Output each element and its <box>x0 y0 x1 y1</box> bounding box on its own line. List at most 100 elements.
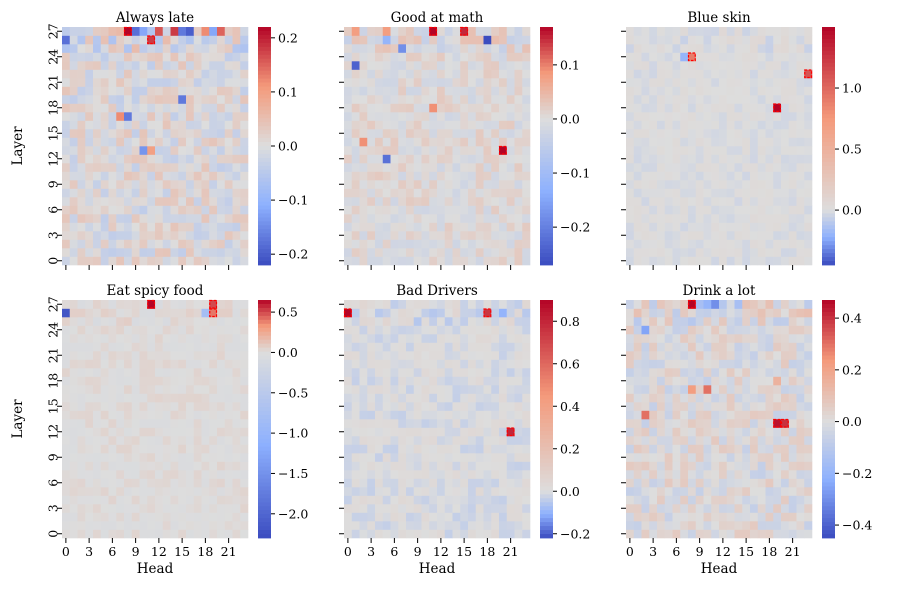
colorbar-segment <box>822 118 835 123</box>
heatmap-cell <box>108 300 117 309</box>
heatmap-cell <box>375 248 384 257</box>
heatmap-cell <box>232 368 241 377</box>
heatmap-cell <box>506 27 515 36</box>
heatmap-cell <box>116 325 125 335</box>
heatmap-cell <box>742 402 751 411</box>
heatmap-cell <box>742 197 751 206</box>
heatmap-cell <box>131 342 140 352</box>
heatmap-cell <box>413 120 422 130</box>
heatmap-cell <box>688 521 697 530</box>
heatmap-cell <box>232 410 241 420</box>
heatmap-cell <box>421 368 430 377</box>
heatmap-cell <box>514 495 523 505</box>
heatmap-cell <box>93 393 102 403</box>
heatmap-cell <box>765 171 774 181</box>
heatmap-cell <box>186 146 195 155</box>
heatmap-cell <box>491 95 500 104</box>
heatmap-cell <box>688 393 697 403</box>
heatmap-cell <box>429 427 438 437</box>
heatmap-cell <box>719 61 728 70</box>
heatmap-cell <box>742 146 751 155</box>
heatmap-cell <box>217 103 226 113</box>
heatmap-cell <box>139 120 148 130</box>
heatmap-cell <box>626 188 635 198</box>
heatmap-cell <box>359 359 368 369</box>
heatmap-cell <box>382 171 391 181</box>
heatmap-cell <box>209 317 218 326</box>
heatmap-cell <box>359 308 368 318</box>
heatmap-cell <box>124 521 133 530</box>
heatmap-cell <box>781 529 790 539</box>
heatmap-cell <box>193 436 202 445</box>
heatmap-cell <box>93 180 102 189</box>
heatmap-cell <box>406 231 415 240</box>
heatmap-cell <box>390 52 399 62</box>
heatmap-cell <box>100 154 109 164</box>
heatmap-cell <box>217 146 226 155</box>
heatmap-cell <box>359 300 368 309</box>
heatmap-cell <box>506 137 515 147</box>
heatmap-cell <box>765 436 774 445</box>
colorbar-segment <box>540 66 553 72</box>
heatmap-cell <box>680 410 689 420</box>
heatmap-cell <box>664 129 673 138</box>
heatmap-cell <box>162 61 171 70</box>
heatmap-cell <box>367 512 376 522</box>
heatmap-cell <box>131 27 140 36</box>
colorbar-segment <box>540 102 553 107</box>
heatmap-cell <box>398 69 407 79</box>
heatmap-cell <box>147 95 156 104</box>
heatmap-cell <box>224 188 233 198</box>
heatmap-cell <box>460 512 469 522</box>
heatmap-cell <box>452 180 461 189</box>
heatmap-cell <box>147 308 156 318</box>
heatmap-cell <box>657 342 666 352</box>
heatmap-cell <box>672 300 681 309</box>
heatmap-cell <box>69 470 78 479</box>
heatmap-cell <box>649 351 658 360</box>
heatmap-cell <box>657 248 666 257</box>
heatmap-cell <box>695 444 704 454</box>
heatmap-cell <box>641 27 650 36</box>
heatmap-cell <box>522 504 531 513</box>
heatmap-cell <box>796 146 805 155</box>
heatmap-cell <box>131 495 140 505</box>
heatmap-cell <box>468 487 477 496</box>
heatmap-cell <box>382 385 391 394</box>
heatmap-cell <box>186 188 195 198</box>
heatmap-cell <box>734 461 743 471</box>
heatmap-cell <box>695 78 704 87</box>
colorbar-segment <box>540 209 553 214</box>
heatmap-cell <box>641 461 650 471</box>
heatmap-cell <box>186 385 195 394</box>
colorbar-segment <box>258 375 271 380</box>
heatmap-cell <box>240 368 249 377</box>
heatmap-cell <box>514 44 523 53</box>
heatmap-cell <box>475 69 484 79</box>
heatmap-cell <box>124 334 133 343</box>
heatmap-cell <box>688 78 697 87</box>
heatmap-cell <box>108 419 117 428</box>
heatmap-cell <box>742 171 751 181</box>
heatmap-cell <box>626 351 635 360</box>
heatmap-cell <box>108 256 117 266</box>
heatmap-cell <box>224 334 233 343</box>
heatmap-cell <box>201 504 210 513</box>
heatmap-cell <box>139 478 148 488</box>
heatmap-cell <box>131 256 140 266</box>
heatmap-cell <box>483 154 492 164</box>
heatmap-cell <box>413 325 422 335</box>
heatmap-cell <box>77 478 86 488</box>
colorbar-segment <box>258 233 271 238</box>
heatmap-cell <box>232 239 241 249</box>
heatmap-cell <box>506 436 515 445</box>
heatmap-cell <box>421 376 430 386</box>
heatmap-cell <box>398 368 407 377</box>
heatmap-cell <box>406 351 415 360</box>
heatmap-cell <box>69 69 78 79</box>
colorbar-segment <box>258 514 271 519</box>
heatmap-cell <box>85 402 94 411</box>
heatmap-cell <box>664 239 673 249</box>
heatmap-cell <box>382 188 391 198</box>
heatmap-cell <box>359 146 368 155</box>
